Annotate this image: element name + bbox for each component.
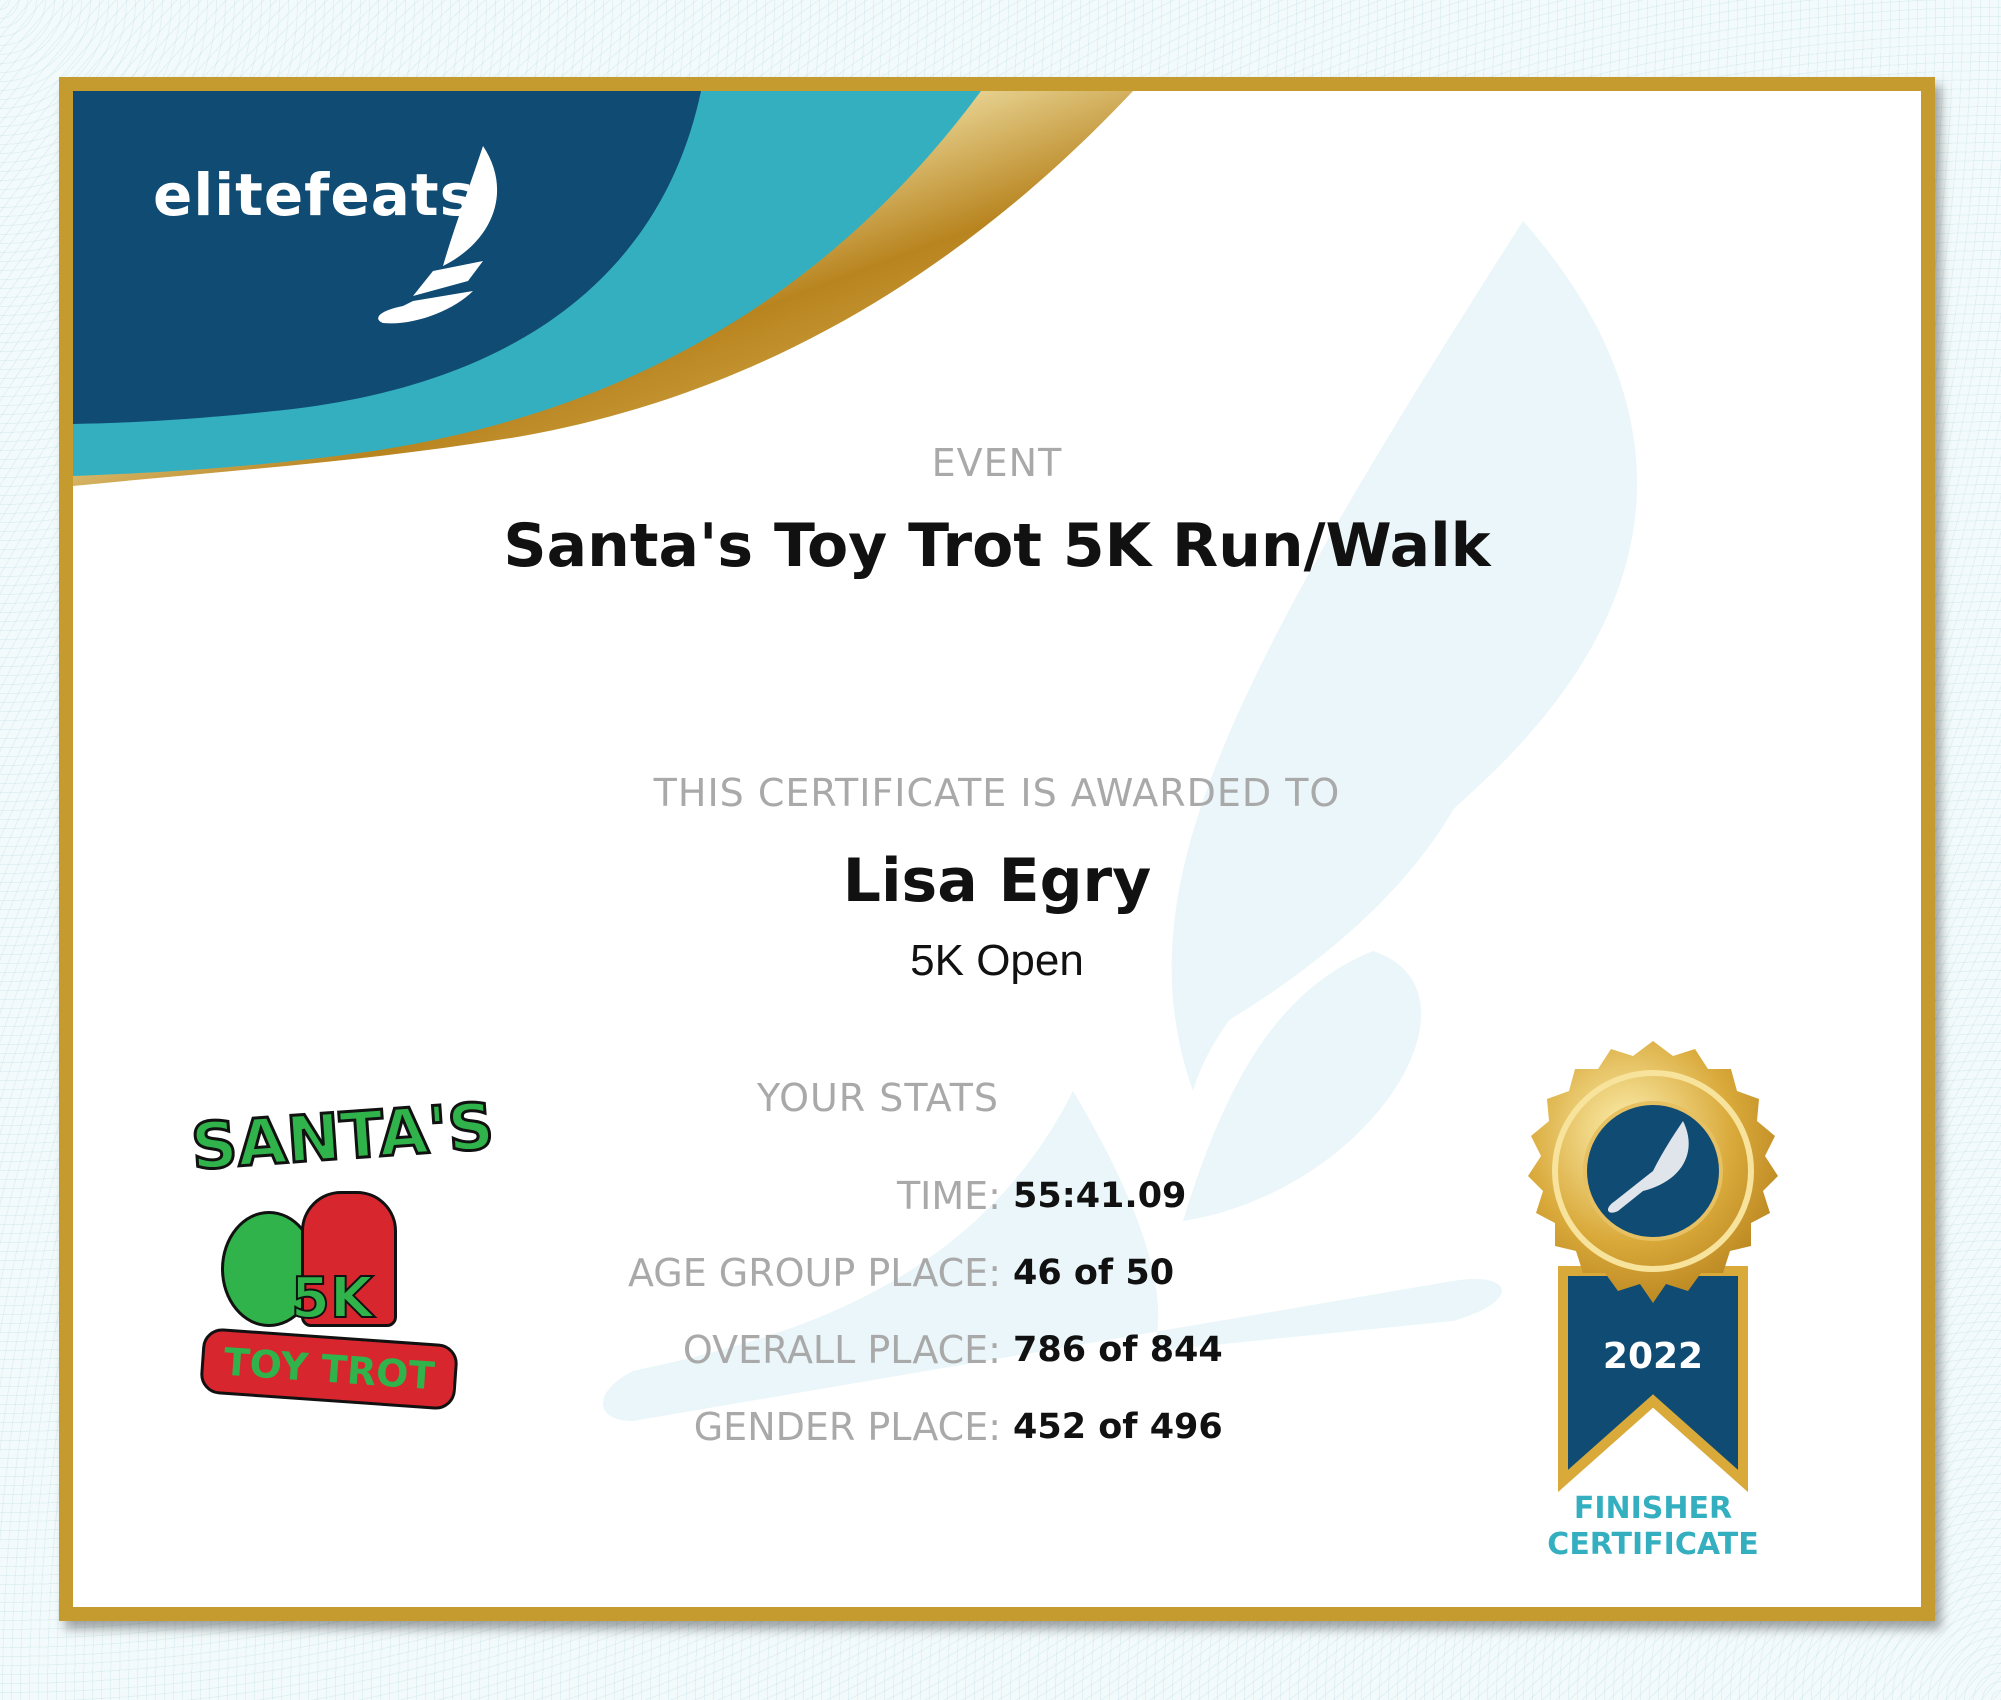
stat-label-overall: OVERALL PLACE: xyxy=(682,1328,1001,1372)
stat-value-age-group: 46 of 50 xyxy=(1013,1253,1175,1293)
winged-foot-icon xyxy=(1607,1121,1689,1213)
santa-figure xyxy=(301,1191,397,1327)
finisher-medal xyxy=(1528,1041,1778,1493)
stat-label-time: TIME: xyxy=(896,1174,1001,1218)
stat-value-overall: 786 of 844 xyxy=(1013,1330,1223,1370)
header-decoration xyxy=(73,91,1778,1493)
medal-year: 2022 xyxy=(1602,1336,1704,1377)
santas-toy-trot-logo: SANTA'S 5K TOY TROT xyxy=(187,1089,498,1421)
elitefeats-logo: elitefeats xyxy=(153,161,476,229)
stat-value-gender: 452 of 496 xyxy=(1013,1407,1223,1447)
finisher-certificate-label: FINISHER CERTIFICATE xyxy=(1547,1491,1759,1562)
recipient-name: Lisa Egry xyxy=(842,846,1152,916)
stats-label: YOUR STATS xyxy=(756,1076,1000,1120)
stat-value-time: 55:41.09 xyxy=(1013,1176,1187,1216)
winged-foot-logo-icon xyxy=(378,146,498,324)
stat-label-age-group: AGE GROUP PLACE: xyxy=(627,1251,1001,1295)
awarded-to-label: THIS CERTIFICATE IS AWARDED TO xyxy=(653,771,1341,815)
stat-label-gender: GENDER PLACE: xyxy=(693,1405,1001,1449)
division: 5K Open xyxy=(910,936,1084,985)
event-name: Santa's Toy Trot 5K Run/Walk xyxy=(503,511,1491,581)
wing-watermark-icon xyxy=(603,221,1637,1421)
certificate: elitefeats EVENT Santa's Toy Trot 5K Run… xyxy=(59,77,1935,1621)
event-label: EVENT xyxy=(931,441,1063,485)
